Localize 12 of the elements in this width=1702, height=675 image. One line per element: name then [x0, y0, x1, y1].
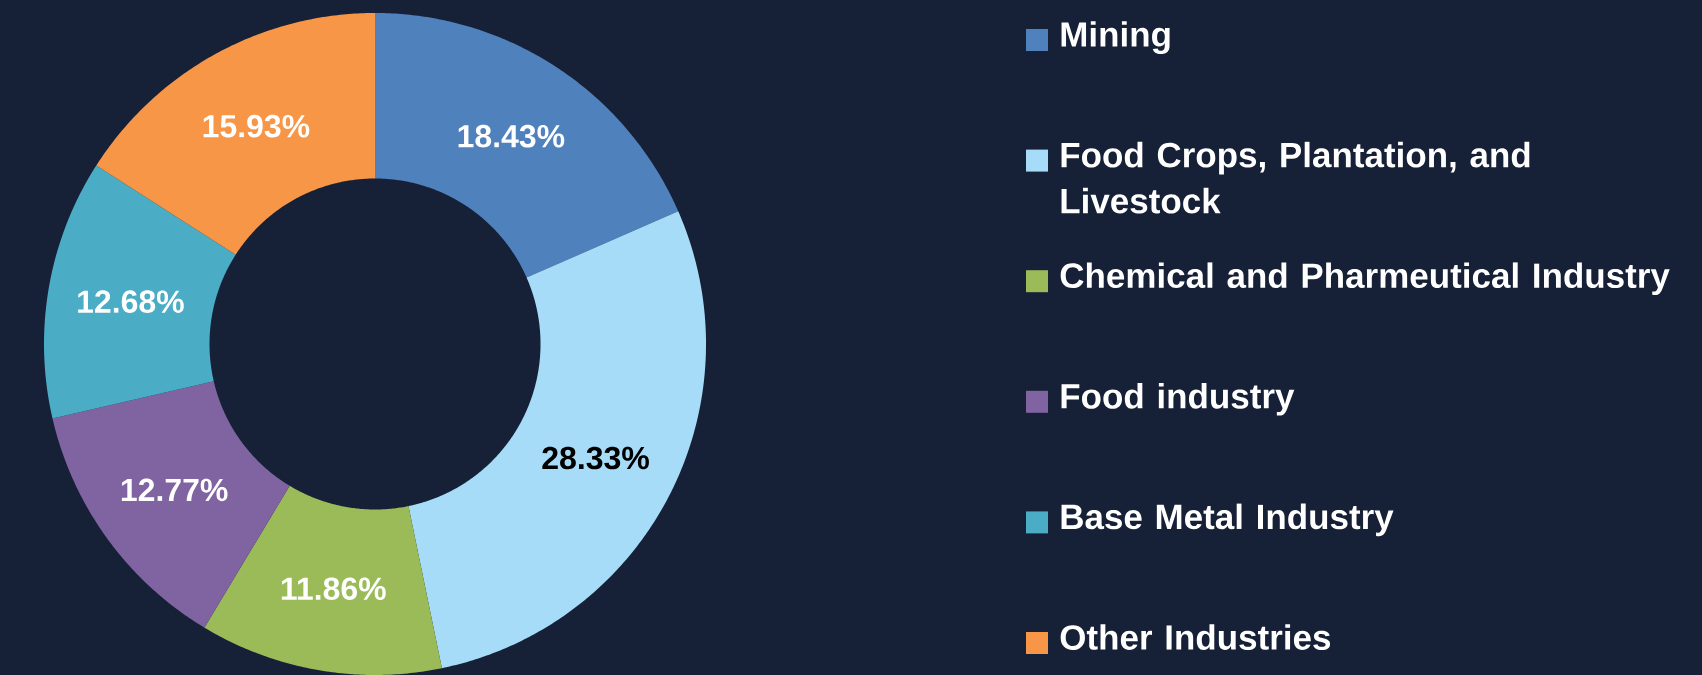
legend-label: Base Metal Industry [1061, 503, 1394, 537]
legend-label: Food Crops, Plantation, and Livestock [1061, 141, 1530, 214]
legend-label: Food industry [1061, 383, 1295, 416]
data-label: 11.86% [281, 577, 386, 601]
data-label: 12.68% [78, 290, 184, 313]
legend-label: Chemical and Pharmeutical Industry [1060, 262, 1670, 296]
data-label: 18.43% [458, 124, 565, 148]
legend-label: Other Industries [1060, 624, 1331, 650]
data-label: 28.33% [542, 446, 649, 470]
data-label: 15.93% [203, 114, 310, 138]
legend-label: Mining [1061, 21, 1170, 54]
data-label: 12.77% [121, 478, 228, 502]
